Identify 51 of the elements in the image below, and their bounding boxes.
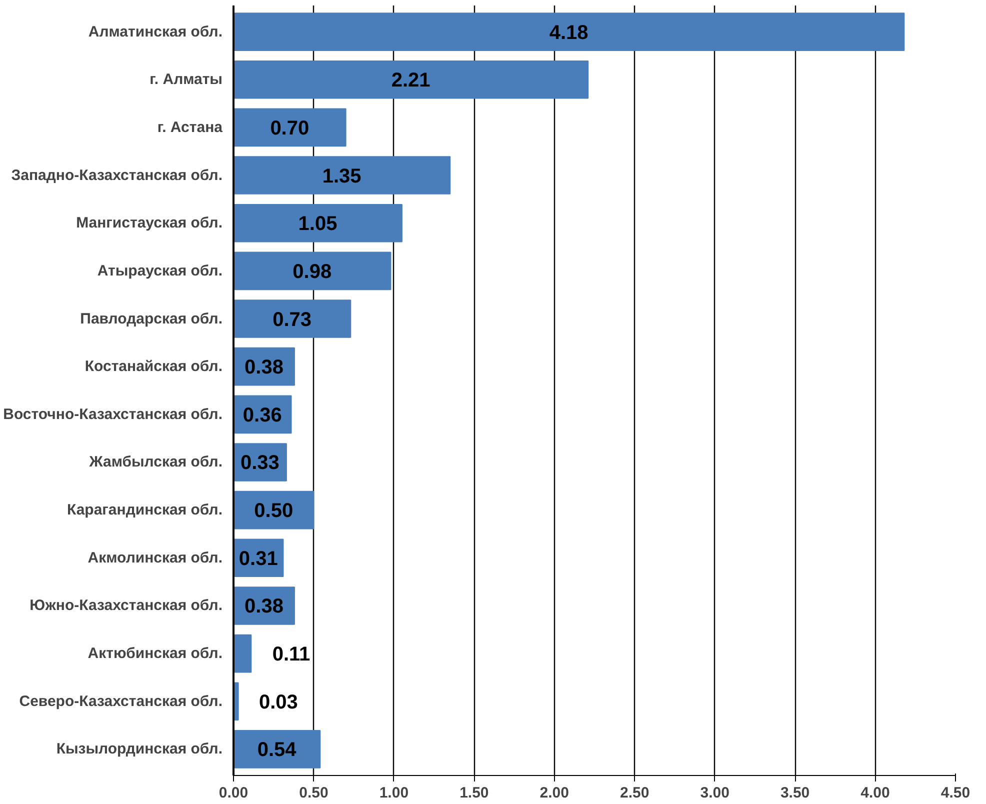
y-tick-label: Актюбинская обл. — [88, 645, 223, 662]
data-label: 0.38 — [244, 596, 284, 618]
x-tick-label: 0.50 — [299, 784, 328, 802]
data-label: 0.73 — [272, 308, 312, 331]
bar — [234, 156, 451, 194]
data-label: 2.21 — [391, 70, 430, 92]
data-label: 0.70 — [270, 117, 310, 140]
y-tick-label: Южно-Казахстанская обл. — [30, 597, 222, 614]
y-tick-label: г. Астана — [157, 118, 224, 136]
bar — [234, 12, 905, 51]
data-label: 0.33 — [240, 452, 280, 474]
data-label: 0.38 — [244, 356, 284, 379]
y-tick-label: Павлодарская обл. — [80, 310, 223, 328]
data-label: 1.35 — [322, 165, 362, 188]
y-tick-label: Карагандинская обл. — [67, 502, 223, 519]
x-tick-label: 0.00 — [218, 784, 248, 802]
bar — [234, 300, 352, 338]
y-tick-label: Мангистауская обл. — [76, 214, 223, 232]
y-tick-label: Алматинская обл. — [88, 23, 222, 40]
bar — [234, 252, 392, 290]
y-tick-label: Жамбылская обл. — [88, 454, 222, 471]
x-tick-label: 2.00 — [540, 784, 569, 802]
bar — [234, 108, 346, 147]
data-label: 0.03 — [258, 691, 298, 714]
x-tick-label: 3.50 — [780, 784, 810, 802]
data-label: 0.31 — [238, 548, 278, 570]
x-tick-label: 3.00 — [700, 784, 730, 802]
y-tick-label: Северо-Казахстанская обл. — [19, 692, 223, 710]
x-tick-label: 1.00 — [379, 784, 409, 802]
y-tick-label: г. Алматы — [150, 71, 223, 88]
y-tick-label: Костанайская обл. — [84, 358, 223, 376]
bar — [234, 204, 402, 242]
data-label: 0.50 — [254, 500, 294, 522]
y-tick-label: Восточно-Казахстанская обл. — [3, 406, 222, 423]
y-tick-label: Кызылординская обл. — [56, 740, 223, 758]
y-tick-label: Акмолинская обл. — [88, 549, 223, 566]
x-tick-label: 4.00 — [860, 784, 890, 802]
x-tick-label: 4.50 — [940, 784, 970, 802]
bar — [234, 634, 252, 673]
data-label: 4.18 — [549, 22, 588, 44]
bar — [234, 730, 321, 768]
data-label: 0.98 — [292, 260, 332, 283]
y-tick-label: Западно-Казахстанская обл. — [11, 166, 223, 184]
bar — [234, 60, 589, 99]
data-label: 0.11 — [272, 644, 310, 666]
data-label: 0.36 — [242, 404, 282, 426]
data-label: 1.05 — [298, 213, 338, 236]
data-label: 0.54 — [257, 739, 298, 762]
y-tick-label: Атырауская обл. — [97, 262, 223, 280]
x-tick-label: 1.50 — [460, 784, 489, 802]
x-tick-label: 2.50 — [620, 784, 650, 802]
